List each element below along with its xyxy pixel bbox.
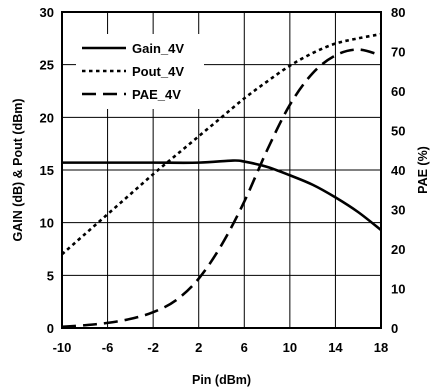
y-tick-label: 10	[40, 216, 54, 231]
y2-tick-label: 50	[391, 124, 405, 139]
y-tick-label: 30	[40, 5, 54, 20]
series-line-pae-4v	[61, 48, 382, 329]
y2-tick-label: 20	[391, 242, 405, 257]
y-axis-label: GAIN (dB) & Pout (dBm)	[11, 98, 25, 241]
x-tick-label: 18	[374, 340, 388, 355]
y2-tick-label: 40	[391, 163, 405, 178]
plot-frame	[61, 11, 382, 329]
y-tick-label: 20	[40, 110, 54, 125]
y-axis-ticks: 0 5 10 15 20 25 30	[40, 5, 54, 336]
x-tick-label: -6	[102, 340, 114, 355]
series-layer	[61, 32, 382, 329]
x-axis-label: Pin (dBm)	[192, 373, 251, 387]
x-tick-label: 14	[328, 340, 343, 355]
x-tick-label: 6	[241, 340, 248, 355]
y2-tick-label: 30	[391, 203, 405, 218]
legend: Gain_4V Pout_4V PAE_4V	[82, 41, 184, 102]
y2-tick-label: 70	[391, 45, 405, 60]
y-tick-label: 5	[47, 268, 54, 283]
y2-axis-label: PAE (%)	[416, 146, 430, 194]
y2-tick-label: 80	[391, 5, 405, 20]
y-tick-label: 25	[40, 58, 54, 73]
x-tick-label: -2	[147, 340, 159, 355]
y-tick-label: 0	[47, 321, 54, 336]
y2-tick-label: 0	[391, 321, 398, 336]
y2-axis-ticks: 0 10 20 30 40 50 60 70 80	[391, 5, 405, 336]
legend-label: Pout_4V	[132, 64, 184, 79]
series-line-pout-4v	[61, 32, 382, 256]
x-axis-ticks: -10 -6 -2 2 6 10 14 18	[53, 340, 389, 355]
y-tick-label: 15	[40, 163, 54, 178]
y2-tick-label: 10	[391, 282, 405, 297]
x-tick-label: 2	[195, 340, 202, 355]
y2-tick-label: 60	[391, 84, 405, 99]
x-tick-label: -10	[53, 340, 72, 355]
series-line-gain-4v	[62, 159, 382, 232]
x-tick-label: 10	[283, 340, 297, 355]
legend-label: PAE_4V	[132, 87, 181, 102]
legend-label: Gain_4V	[132, 41, 184, 56]
